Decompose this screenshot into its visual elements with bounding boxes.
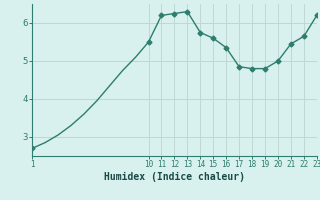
X-axis label: Humidex (Indice chaleur): Humidex (Indice chaleur) [104, 172, 245, 182]
